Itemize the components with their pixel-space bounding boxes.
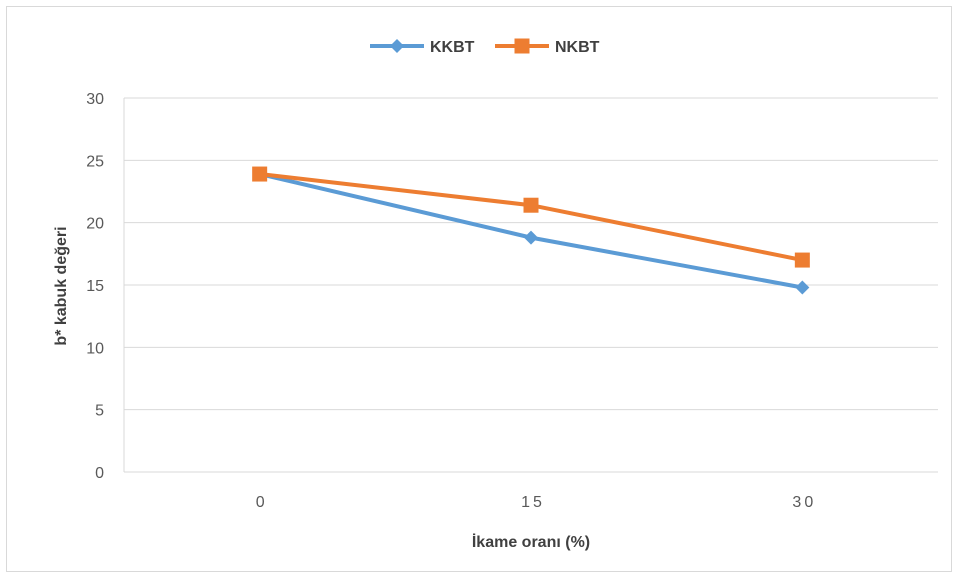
axes: 0 5 10 15 20 25 30 0 15 30 <box>86 91 938 511</box>
series-line-nkbt <box>257 172 805 263</box>
chart-frame <box>6 6 952 572</box>
series-layer <box>252 166 810 295</box>
legend-label: NKBT <box>555 39 600 56</box>
legend-marker <box>514 38 530 54</box>
y-tick-label: 0 <box>95 465 104 482</box>
y-tick-label: 10 <box>86 340 104 357</box>
legend-marker <box>390 39 404 53</box>
gridlines <box>124 97 938 411</box>
data-point-kkbt <box>795 280 810 295</box>
legend: KKBT NKBT <box>370 38 600 56</box>
x-axis-title: İkame oranı (%) <box>472 533 590 551</box>
series-kkbt <box>252 167 810 295</box>
x-tick-label: 0 <box>256 494 268 511</box>
y-tick-label: 20 <box>86 216 104 233</box>
series-nkbt <box>252 166 810 268</box>
y-tick-label: 15 <box>86 278 104 295</box>
x-tick-label: 15 <box>521 494 545 511</box>
y-axis-title: b* kabuk değeri <box>53 226 70 345</box>
legend-item-nkbt: NKBT <box>495 38 600 56</box>
y-tick-label: 30 <box>86 91 104 108</box>
y-tick-label: 5 <box>95 403 104 420</box>
data-point-nkbt <box>794 252 810 268</box>
data-point-nkbt <box>252 166 268 182</box>
data-point-kkbt <box>524 230 538 245</box>
legend-label: KKBT <box>430 39 475 56</box>
data-point-nkbt <box>523 197 539 213</box>
y-tick-label: 25 <box>86 153 104 170</box>
x-tick-label: 30 <box>792 494 816 511</box>
legend-item-kkbt: KKBT <box>370 39 475 56</box>
